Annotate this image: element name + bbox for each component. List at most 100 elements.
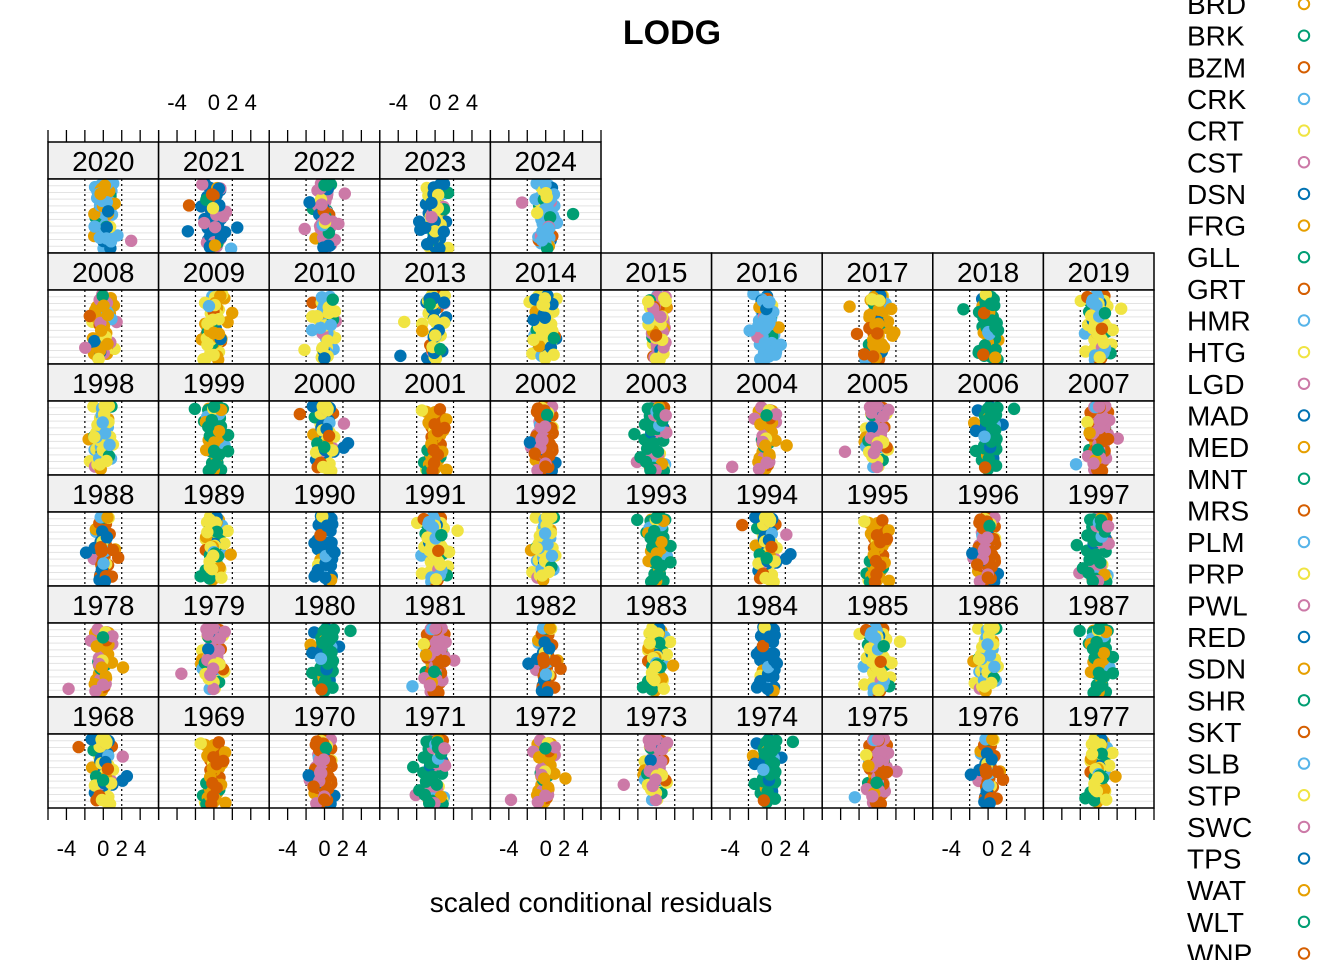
data-point <box>1093 421 1106 435</box>
data-point <box>1092 680 1106 694</box>
data-point <box>758 322 772 336</box>
data-point <box>649 793 663 807</box>
data-point <box>103 438 116 452</box>
panel-2009: 2009 <box>157 252 270 365</box>
data-point <box>1114 302 1128 315</box>
panel-label: 2005 <box>846 368 908 399</box>
legend-marker <box>1297 725 1311 739</box>
panel-label: 1987 <box>1068 590 1130 621</box>
panel-1996: 1996 <box>932 474 1045 587</box>
data-point <box>327 623 341 636</box>
data-point <box>1069 458 1083 471</box>
data-point <box>874 535 887 549</box>
data-point <box>866 790 879 803</box>
panel-2024: 2024 <box>489 141 602 254</box>
x-tick-label: 2 <box>779 836 791 861</box>
data-point <box>219 796 232 808</box>
data-point <box>1111 432 1124 445</box>
legend-marker <box>1297 694 1311 707</box>
panel-label: 2017 <box>846 257 908 288</box>
data-point <box>650 555 663 569</box>
panel-label: 2001 <box>404 368 466 399</box>
data-point <box>124 234 138 248</box>
data-point <box>645 683 659 696</box>
panel-label: 1982 <box>515 590 577 621</box>
panel-2008: 2008 <box>47 252 160 365</box>
panel-1991: 1991 <box>379 474 492 587</box>
panel-2004: 2004 <box>710 363 823 476</box>
data-point <box>224 242 238 253</box>
panel-1994: 1994 <box>710 474 823 587</box>
panel-1982: 1982 <box>489 585 602 698</box>
legend-label: BRD <box>1187 0 1246 20</box>
data-point <box>94 324 108 337</box>
data-point <box>772 321 785 334</box>
x-tick-label: -4 <box>720 836 740 861</box>
data-point <box>201 525 214 539</box>
data-point <box>90 640 103 653</box>
legend-item: STP <box>1187 780 1311 811</box>
data-point <box>981 571 995 584</box>
data-point <box>398 315 411 329</box>
data-point <box>882 403 895 417</box>
legend-marker <box>1297 314 1311 327</box>
data-point <box>984 297 997 310</box>
data-point <box>988 660 1001 674</box>
legend-label: WLT <box>1187 907 1244 938</box>
data-point <box>429 643 442 657</box>
data-point <box>770 734 783 747</box>
data-point <box>88 220 101 233</box>
data-point <box>322 306 336 320</box>
panel-grid: 2020 2021 2022 2023 2024 2008 2009 2010 2013 2014… <box>47 141 1155 809</box>
legend-marker <box>1297 852 1311 865</box>
data-point <box>763 630 776 643</box>
data-point <box>1086 642 1100 656</box>
data-point <box>752 462 766 475</box>
panel-label: 1999 <box>183 368 245 399</box>
data-point <box>543 211 557 224</box>
data-point <box>182 199 196 212</box>
data-point <box>208 220 222 234</box>
data-point <box>649 660 662 673</box>
data-point <box>758 747 772 761</box>
data-point <box>226 306 239 320</box>
panel-1979: 1979 <box>157 585 270 698</box>
data-point <box>786 735 800 749</box>
data-point <box>780 439 793 452</box>
data-point <box>780 528 793 541</box>
panel-label: 1977 <box>1068 701 1130 732</box>
panel-label: 2015 <box>625 257 687 288</box>
data-point <box>423 797 436 808</box>
data-point <box>425 210 438 224</box>
data-point <box>659 409 672 422</box>
data-point <box>641 312 655 325</box>
data-point <box>649 773 662 786</box>
data-point <box>545 549 559 563</box>
panel-label: 2018 <box>957 257 1019 288</box>
data-point <box>870 460 884 474</box>
data-point <box>101 762 115 776</box>
legend-item: PWL <box>1187 590 1311 621</box>
data-point <box>319 741 333 755</box>
panel-2007: 2007 <box>1042 363 1155 476</box>
legend-marker <box>1297 29 1311 42</box>
data-point <box>318 440 331 454</box>
data-point <box>206 202 220 215</box>
panel-1984: 1984 <box>710 585 823 698</box>
data-point <box>394 349 407 363</box>
data-point <box>649 734 662 746</box>
data-point <box>95 661 109 674</box>
panel-2022: 2022 <box>268 141 381 254</box>
x-tick-label: 2 <box>558 836 570 861</box>
legend-label: GLL <box>1187 242 1240 273</box>
panel-2016: 2016 <box>710 252 823 365</box>
data-point <box>315 683 328 696</box>
data-point <box>344 624 357 638</box>
x-tick-label: 4 <box>1019 836 1031 861</box>
data-point <box>649 352 663 364</box>
data-point <box>314 528 327 542</box>
data-point <box>303 196 316 209</box>
data-point <box>770 657 784 670</box>
data-point <box>977 306 991 320</box>
data-point <box>315 198 328 211</box>
